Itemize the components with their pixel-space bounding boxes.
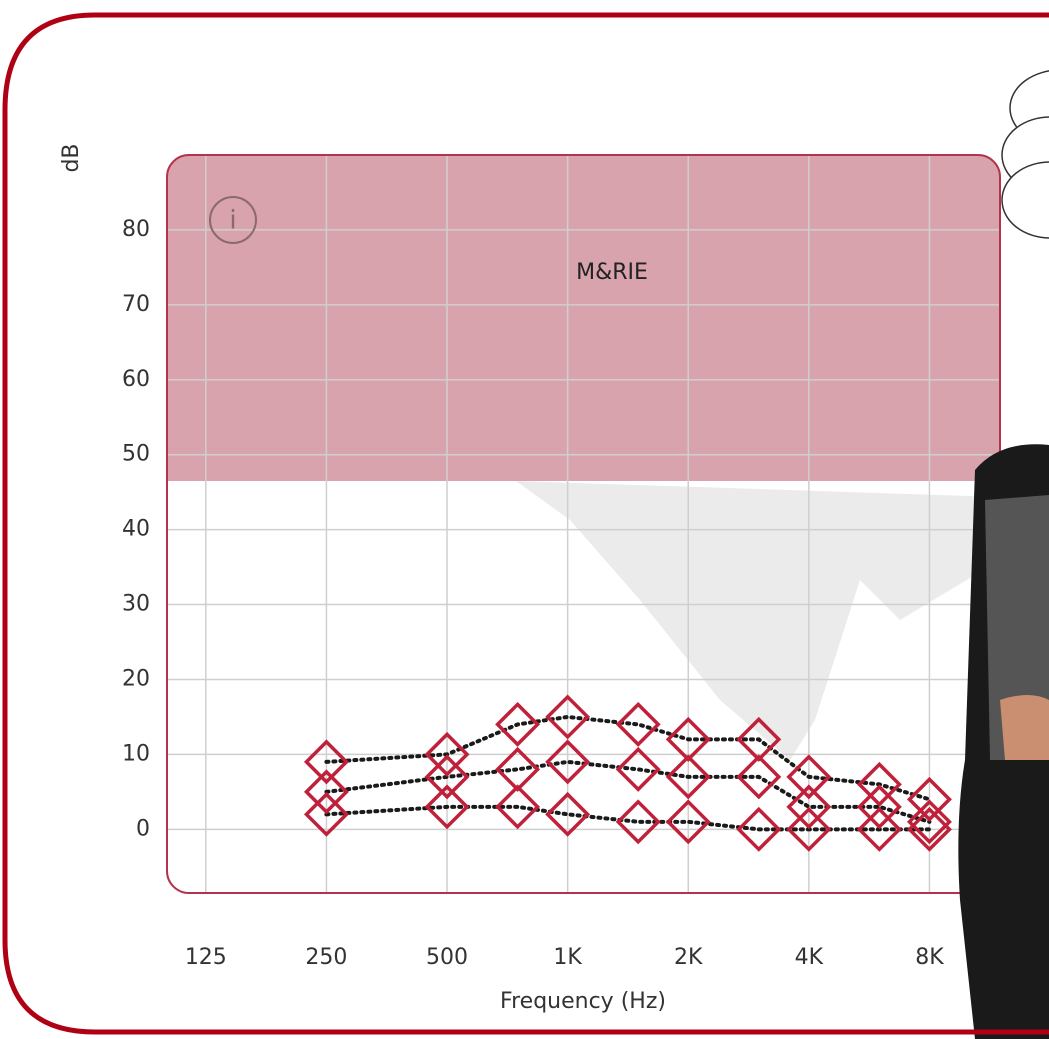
x-tick-label: 8K: [915, 945, 944, 970]
diamond-marker: [665, 799, 711, 845]
info-icon-label: i: [229, 206, 236, 236]
gray-region: [516, 481, 1000, 760]
y-tick-label: 30: [122, 592, 150, 617]
diamond-marker: [303, 769, 349, 815]
series-line: [324, 804, 932, 832]
diamond-marker: [906, 776, 952, 822]
diamond-marker: [303, 739, 349, 785]
y-tick-label: 20: [122, 666, 150, 691]
diamond-marker: [615, 701, 661, 747]
diamond-marker: [736, 754, 782, 800]
info-icon[interactable]: [209, 196, 257, 244]
diamond-marker: [665, 754, 711, 800]
diamond-marker: [545, 739, 591, 785]
diamond-marker: [424, 731, 470, 777]
diamond-marker: [856, 806, 902, 852]
diamond-marker: [495, 746, 541, 792]
marks: [303, 694, 952, 852]
diamond-marker: [906, 806, 952, 852]
diamond-marker: [495, 701, 541, 747]
diamond-marker: [786, 784, 832, 830]
diamond-marker: [856, 784, 902, 830]
y-tick-label: 10: [122, 741, 150, 766]
annotation: M&RIE: [576, 260, 648, 285]
frame: [2, 12, 1049, 1035]
y-tick-label: 80: [122, 217, 150, 242]
diamond-marker: [665, 716, 711, 762]
y-tick-label: 70: [122, 292, 150, 317]
x-tick-label: 2K: [674, 945, 703, 970]
grid: [167, 155, 1000, 893]
diamond-marker: [495, 784, 541, 830]
series-line: [324, 714, 932, 802]
x-tick-label: 125: [185, 945, 227, 970]
diamond-marker: [736, 806, 782, 852]
diamond-marker: [856, 761, 902, 807]
x-tick-label: 1K: [553, 945, 582, 970]
diamond-marker: [545, 694, 591, 740]
y-tick-label: 50: [122, 442, 150, 467]
cloud: [1001, 70, 1049, 239]
y-tick-label: 0: [136, 816, 150, 841]
x-axis-label: Frequency (Hz): [500, 989, 666, 1014]
diamond-marker: [736, 716, 782, 762]
x-tick-label: 4K: [795, 945, 824, 970]
x-tick-label: 250: [305, 945, 347, 970]
series-line: [324, 759, 932, 824]
y-tick-label: 40: [122, 517, 150, 542]
diamond-marker: [615, 799, 661, 845]
diamond-marker: [786, 806, 832, 852]
plot-background: [167, 155, 1000, 893]
y-axis-label: dB: [59, 143, 84, 172]
diamond-marker: [424, 784, 470, 830]
diamond-marker: [424, 754, 470, 800]
x-tick-label: 500: [426, 945, 468, 970]
diamond-marker: [303, 791, 349, 837]
diamond-marker: [786, 754, 832, 800]
y-tick-label: 60: [122, 367, 150, 392]
person-photo: [958, 444, 1049, 1039]
diamond-marker: [906, 799, 952, 845]
diamond-marker: [615, 746, 661, 792]
diamond-marker: [545, 791, 591, 837]
pink-region: [167, 155, 1000, 481]
